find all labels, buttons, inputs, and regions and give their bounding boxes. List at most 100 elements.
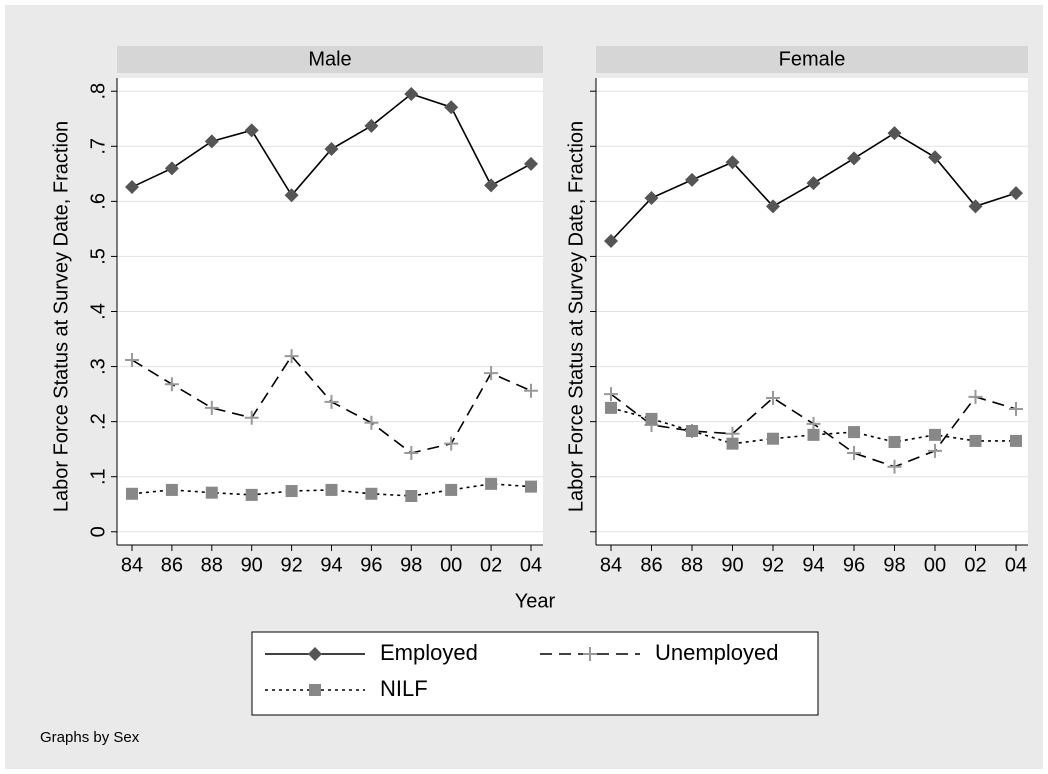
x-tick-label: 98	[883, 554, 905, 576]
marker	[928, 150, 942, 165]
marker	[524, 383, 538, 398]
y-axis-title: Labor Force Status at Survey Date, Fract…	[50, 121, 72, 512]
marker	[605, 401, 617, 414]
marker	[887, 459, 902, 474]
marker	[604, 234, 618, 249]
x-tick-label: 96	[360, 554, 382, 576]
x-tick-label: 00	[924, 554, 946, 576]
marker	[645, 412, 658, 425]
x-axis-title: Year	[515, 590, 556, 612]
marker	[244, 410, 259, 425]
x-tick-label: 92	[280, 554, 302, 576]
marker	[365, 487, 378, 500]
legend-marker	[308, 647, 322, 661]
marker	[324, 394, 339, 409]
marker	[1009, 186, 1023, 201]
marker	[405, 489, 418, 502]
x-tick-label: 02	[964, 554, 986, 576]
marker	[524, 156, 538, 171]
marker	[604, 387, 618, 402]
marker	[165, 483, 178, 496]
x-tick-label: 88	[201, 554, 223, 576]
x-tick-label: 94	[802, 554, 824, 576]
marker	[1009, 401, 1023, 416]
y-tick-label: .2	[87, 413, 109, 430]
legend-label: Employed	[380, 640, 478, 665]
marker	[204, 134, 219, 149]
marker	[766, 390, 780, 405]
marker	[245, 488, 258, 501]
marker	[445, 483, 458, 496]
y-tick-label: .8	[87, 83, 109, 100]
marker	[847, 151, 861, 166]
y-tick-label: .4	[87, 303, 109, 320]
x-tick-label: 84	[600, 554, 622, 576]
marker	[325, 483, 338, 496]
marker	[404, 86, 419, 101]
marker	[284, 188, 299, 203]
legend-label: Unemployed	[655, 640, 779, 665]
marker	[205, 486, 218, 499]
y-tick-label: .6	[87, 193, 109, 210]
x-tick-label: 86	[161, 554, 183, 576]
marker	[484, 366, 499, 381]
marker	[767, 432, 779, 445]
x-tick-label: 94	[320, 554, 342, 576]
y-tick-label: .3	[87, 358, 109, 375]
panel-title: Male	[308, 48, 351, 70]
x-tick-label: 86	[640, 554, 662, 576]
x-tick-label: 88	[681, 554, 703, 576]
x-tick-label: 98	[400, 554, 422, 576]
strip	[117, 46, 543, 73]
marker	[444, 436, 459, 451]
marker	[164, 377, 179, 392]
marker	[806, 176, 821, 191]
marker	[125, 180, 139, 195]
legend-marker	[309, 684, 321, 696]
marker	[244, 123, 259, 138]
marker	[444, 100, 459, 115]
marker	[969, 434, 982, 447]
marker	[726, 437, 739, 450]
marker	[485, 477, 498, 490]
legend	[251, 631, 819, 716]
marker	[929, 428, 941, 441]
legend-marker	[583, 647, 597, 661]
series-line	[610, 407, 1016, 445]
y-tick-label: 0	[87, 526, 109, 537]
marker	[125, 352, 139, 367]
x-tick-label: 90	[241, 554, 263, 576]
marker	[484, 178, 499, 193]
strip	[596, 46, 1028, 73]
y-tick-label: .7	[87, 138, 109, 155]
marker	[887, 126, 902, 141]
x-tick-label: 04	[520, 554, 542, 576]
marker	[968, 389, 983, 404]
x-tick-label: 04	[1005, 554, 1027, 576]
note: Graphs by Sex	[40, 729, 140, 746]
x-tick-label: 02	[480, 554, 502, 576]
marker	[284, 349, 299, 364]
marker	[766, 199, 780, 214]
marker	[725, 155, 740, 170]
marker	[285, 485, 298, 498]
marker	[685, 172, 699, 187]
legend-label: NILF	[380, 676, 428, 701]
marker	[364, 415, 379, 430]
marker	[807, 428, 820, 441]
marker	[686, 425, 698, 438]
marker	[806, 416, 821, 431]
x-tick-label: 84	[121, 554, 143, 576]
marker	[968, 199, 983, 214]
y-tick-label: .1	[87, 468, 109, 485]
marker	[644, 191, 659, 206]
marker	[164, 161, 179, 176]
x-tick-label: 90	[721, 554, 743, 576]
y-tick-label: .5	[87, 248, 109, 265]
x-tick-label: 92	[762, 554, 784, 576]
marker	[525, 480, 537, 493]
marker	[1010, 434, 1022, 447]
marker	[928, 443, 942, 458]
marker	[847, 446, 861, 461]
